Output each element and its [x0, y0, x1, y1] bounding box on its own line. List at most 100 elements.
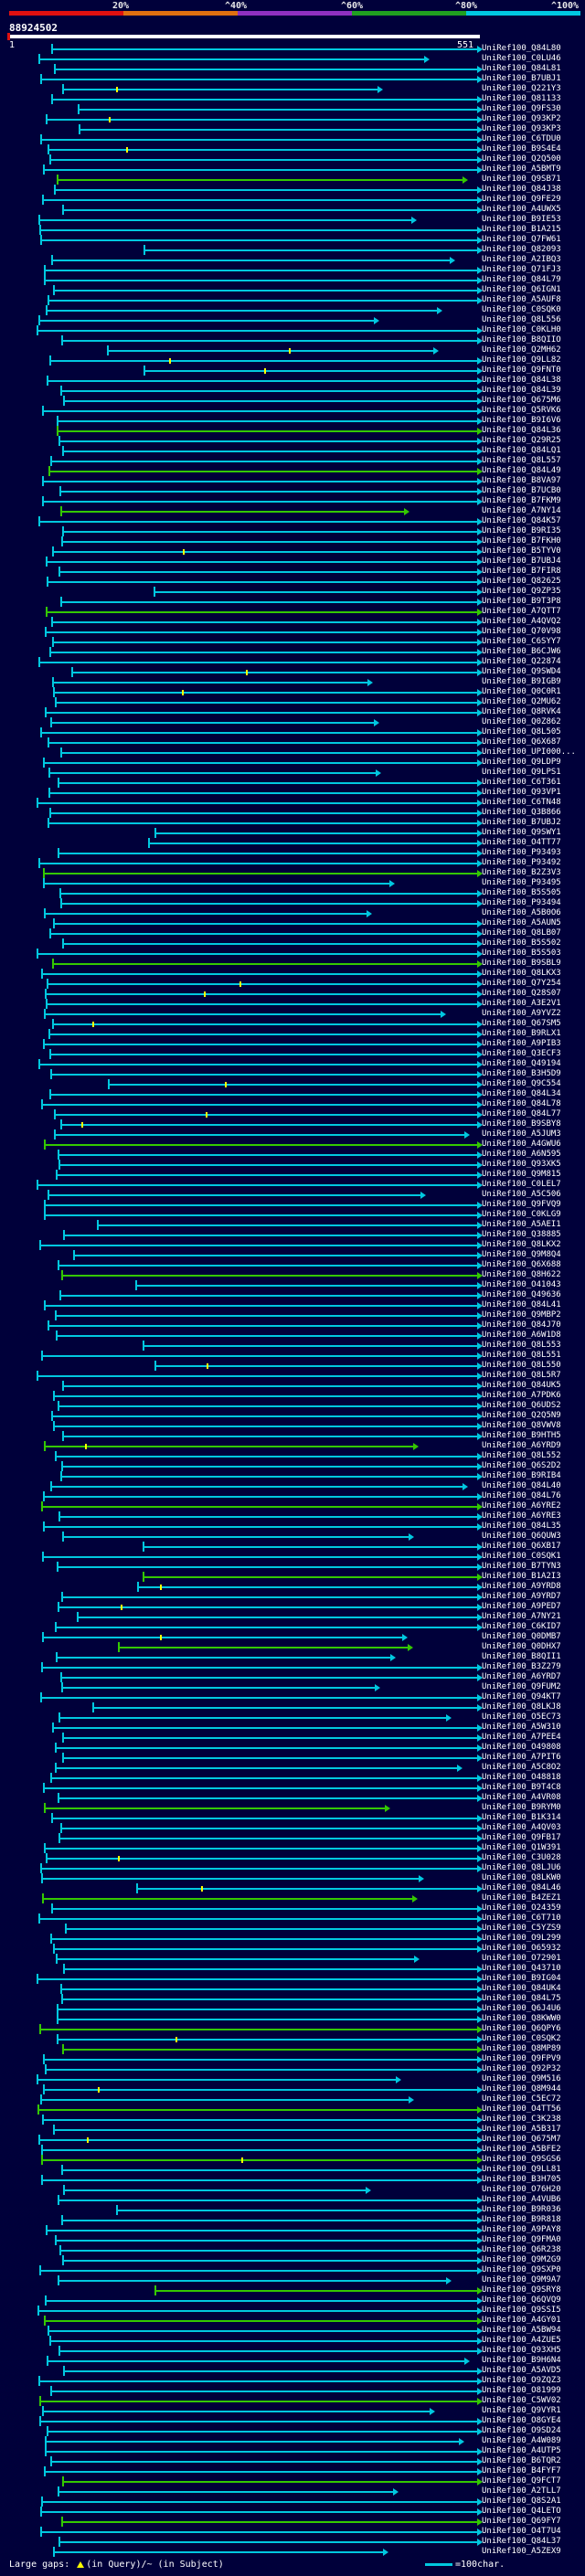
- hit-row[interactable]: UniRef100_Q9FB17: [0, 1833, 585, 1843]
- hit-row[interactable]: UniRef100_A7QTT7: [0, 607, 585, 617]
- hit-label[interactable]: UniRef100_Q84L81: [482, 64, 561, 73]
- hit-label[interactable]: UniRef100_A7PDK6: [482, 1391, 561, 1400]
- hit-label[interactable]: UniRef100_B5TYV0: [482, 546, 561, 556]
- hit-label[interactable]: UniRef100_B1K314: [482, 1813, 561, 1822]
- hit-row[interactable]: UniRef100_B3H705: [0, 2175, 585, 2185]
- hit-row[interactable]: UniRef100_A4VR08: [0, 1793, 585, 1803]
- hit-label[interactable]: UniRef100_Q69FY7: [482, 2517, 561, 2526]
- hit-label[interactable]: UniRef100_B7FIR8: [482, 567, 561, 576]
- hit-row[interactable]: UniRef100_Q2Q500: [0, 154, 585, 164]
- hit-label[interactable]: UniRef100_O5EC73: [482, 1712, 561, 1722]
- hit-row[interactable]: UniRef100_B9I6V6: [0, 416, 585, 426]
- hit-label[interactable]: UniRef100_Q8LKW0: [482, 1873, 561, 1882]
- hit-label[interactable]: UniRef100_Q8L550: [482, 1361, 561, 1370]
- hit-row[interactable]: UniRef100_Q84J70: [0, 1320, 585, 1330]
- hit-row[interactable]: UniRef100_A2IBQ3: [0, 255, 585, 265]
- hit-row[interactable]: UniRef100_O9L299: [0, 1934, 585, 1944]
- hit-row[interactable]: UniRef100_B9IE53: [0, 215, 585, 225]
- hit-label[interactable]: UniRef100_O8GYE4: [482, 2416, 561, 2425]
- hit-row[interactable]: UniRef100_Q8L556: [0, 315, 585, 325]
- hit-row[interactable]: UniRef100_A2TLL7: [0, 2486, 585, 2496]
- hit-row[interactable]: UniRef100_B9RYM0: [0, 1803, 585, 1813]
- hit-row[interactable]: UniRef100_A9PED7: [0, 1602, 585, 1612]
- hit-row[interactable]: UniRef100_Q84L34: [0, 1089, 585, 1099]
- hit-row[interactable]: UniRef100_A5C8O2: [0, 1763, 585, 1773]
- hit-row[interactable]: UniRef100_B9R818: [0, 2215, 585, 2225]
- hit-row[interactable]: UniRef100_O8GYE4: [0, 2416, 585, 2426]
- hit-label[interactable]: UniRef100_Q84L49: [482, 466, 561, 475]
- hit-label[interactable]: UniRef100_B9RLX1: [482, 1029, 561, 1038]
- hit-row[interactable]: UniRef100_Q3ECF3: [0, 1049, 585, 1059]
- hit-label[interactable]: UniRef100_Q43710: [482, 1964, 561, 1973]
- hit-row[interactable]: UniRef100_Q84UK5: [0, 1381, 585, 1391]
- hit-row[interactable]: UniRef100_B6TQR2: [0, 2456, 585, 2466]
- hit-label[interactable]: UniRef100_Q84L77: [482, 1109, 561, 1118]
- hit-label[interactable]: UniRef100_C6TDU0: [482, 134, 561, 143]
- hit-row[interactable]: UniRef100_B3Z279: [0, 1662, 585, 1672]
- hit-row[interactable]: UniRef100_B1A2I3: [0, 1572, 585, 1582]
- hit-label[interactable]: UniRef100_A5B0O6: [482, 908, 561, 917]
- hit-row[interactable]: UniRef100_C5YZS9: [0, 1924, 585, 1934]
- hit-label[interactable]: UniRef100_C6SYY7: [482, 637, 561, 646]
- hit-label[interactable]: UniRef100_A5AEI1: [482, 1220, 561, 1229]
- hit-label[interactable]: UniRef100_B9S4E4: [482, 144, 561, 154]
- hit-label[interactable]: UniRef100_Q8S2A1: [482, 2496, 561, 2506]
- hit-row[interactable]: UniRef100_Q9SRY8: [0, 2285, 585, 2295]
- hit-row[interactable]: UniRef100_A5ZEX9: [0, 2547, 585, 2557]
- hit-row[interactable]: UniRef100_Q9SSI5: [0, 2306, 585, 2316]
- hit-row[interactable]: UniRef100_Q28S07: [0, 989, 585, 999]
- hit-row[interactable]: UniRef100_Q8MP89: [0, 2044, 585, 2054]
- hit-row[interactable]: UniRef100_P93494: [0, 898, 585, 908]
- hit-row[interactable]: UniRef100_C6T710: [0, 1913, 585, 1924]
- hit-row[interactable]: UniRef100_A4ZUE5: [0, 2336, 585, 2346]
- hit-row[interactable]: UniRef100_Q22874: [0, 657, 585, 667]
- hit-label[interactable]: UniRef100_B9RI35: [482, 526, 561, 535]
- hit-label[interactable]: UniRef100_A6N595: [482, 1150, 561, 1159]
- hit-row[interactable]: UniRef100_B7FKM9: [0, 496, 585, 506]
- hit-label[interactable]: UniRef100_Q84L75: [482, 1994, 561, 2003]
- hit-label[interactable]: UniRef100_B7FKH0: [482, 536, 561, 546]
- hit-label[interactable]: UniRef100_B9T3P8: [482, 597, 561, 606]
- hit-label[interactable]: UniRef100_Q5RVK6: [482, 406, 561, 415]
- hit-label[interactable]: UniRef100_A4UWX5: [482, 205, 561, 214]
- hit-label[interactable]: UniRef100_Q4LETO: [482, 2507, 561, 2516]
- hit-row[interactable]: UniRef100_A5B0O6: [0, 908, 585, 918]
- hit-label[interactable]: UniRef100_O81999: [482, 2386, 561, 2395]
- hit-label[interactable]: UniRef100_Q9SSI5: [482, 2306, 561, 2315]
- hit-label[interactable]: UniRef100_Q8LKJ8: [482, 1702, 561, 1712]
- hit-label[interactable]: UniRef100_Q84LQ1: [482, 446, 561, 455]
- hit-row[interactable]: UniRef100_C0SQK2: [0, 2034, 585, 2044]
- hit-label[interactable]: UniRef100_Q6J4U6: [482, 2004, 561, 2013]
- hit-label[interactable]: UniRef100_Q8LKX3: [482, 969, 561, 978]
- hit-row[interactable]: UniRef100_B5S502: [0, 938, 585, 949]
- hit-label[interactable]: UniRef100_A4VUB6: [482, 2195, 561, 2204]
- hit-row[interactable]: UniRef100_Q6J4U6: [0, 2004, 585, 2014]
- hit-row[interactable]: UniRef100_A5AUF8: [0, 295, 585, 305]
- hit-label[interactable]: UniRef100_Q3ECF3: [482, 1049, 561, 1058]
- hit-label[interactable]: UniRef100_Q82093: [482, 245, 561, 254]
- hit-label[interactable]: UniRef100_Q9SRY8: [482, 2285, 561, 2295]
- hit-label[interactable]: UniRef100_Q9LL82: [482, 355, 561, 365]
- hit-label[interactable]: UniRef100_C6T361: [482, 778, 561, 787]
- hit-row[interactable]: UniRef100_Q9VYR1: [0, 2406, 585, 2416]
- hit-row[interactable]: UniRef100_O48818: [0, 1773, 585, 1783]
- hit-row[interactable]: UniRef100_B3H5D9: [0, 1069, 585, 1079]
- hit-row[interactable]: UniRef100_Q69FY7: [0, 2517, 585, 2527]
- hit-label[interactable]: UniRef100_Q94KT7: [482, 1692, 561, 1701]
- hit-label[interactable]: UniRef100_Q93XK5: [482, 1160, 561, 1169]
- hit-label[interactable]: UniRef100_Q9M9A7: [482, 2275, 561, 2284]
- hit-row[interactable]: UniRef100_Q29R25: [0, 436, 585, 446]
- hit-label[interactable]: UniRef100_Q84UK4: [482, 1984, 561, 1993]
- hit-row[interactable]: UniRef100_C0SQK1: [0, 1552, 585, 1562]
- hit-label[interactable]: UniRef100_A4W089: [482, 2436, 561, 2445]
- hit-row[interactable]: UniRef100_A9YRD8: [0, 1582, 585, 1592]
- hit-row[interactable]: UniRef100_Q221Y3: [0, 84, 585, 94]
- hit-label[interactable]: UniRef100_Q9FMA0: [482, 2235, 561, 2244]
- hit-label[interactable]: UniRef100_B4ZEZ1: [482, 1893, 561, 1903]
- hit-label[interactable]: UniRef100_B9RIB4: [482, 1471, 561, 1480]
- hit-row[interactable]: UniRef100_Q9C554: [0, 1079, 585, 1089]
- hit-label[interactable]: UniRef100_Q70V98: [482, 627, 561, 636]
- hit-row[interactable]: UniRef100_Q84L80: [0, 44, 585, 54]
- hit-label[interactable]: UniRef100_B3H5D9: [482, 1069, 561, 1078]
- hit-label[interactable]: UniRef100_Q0DMB7: [482, 1632, 561, 1641]
